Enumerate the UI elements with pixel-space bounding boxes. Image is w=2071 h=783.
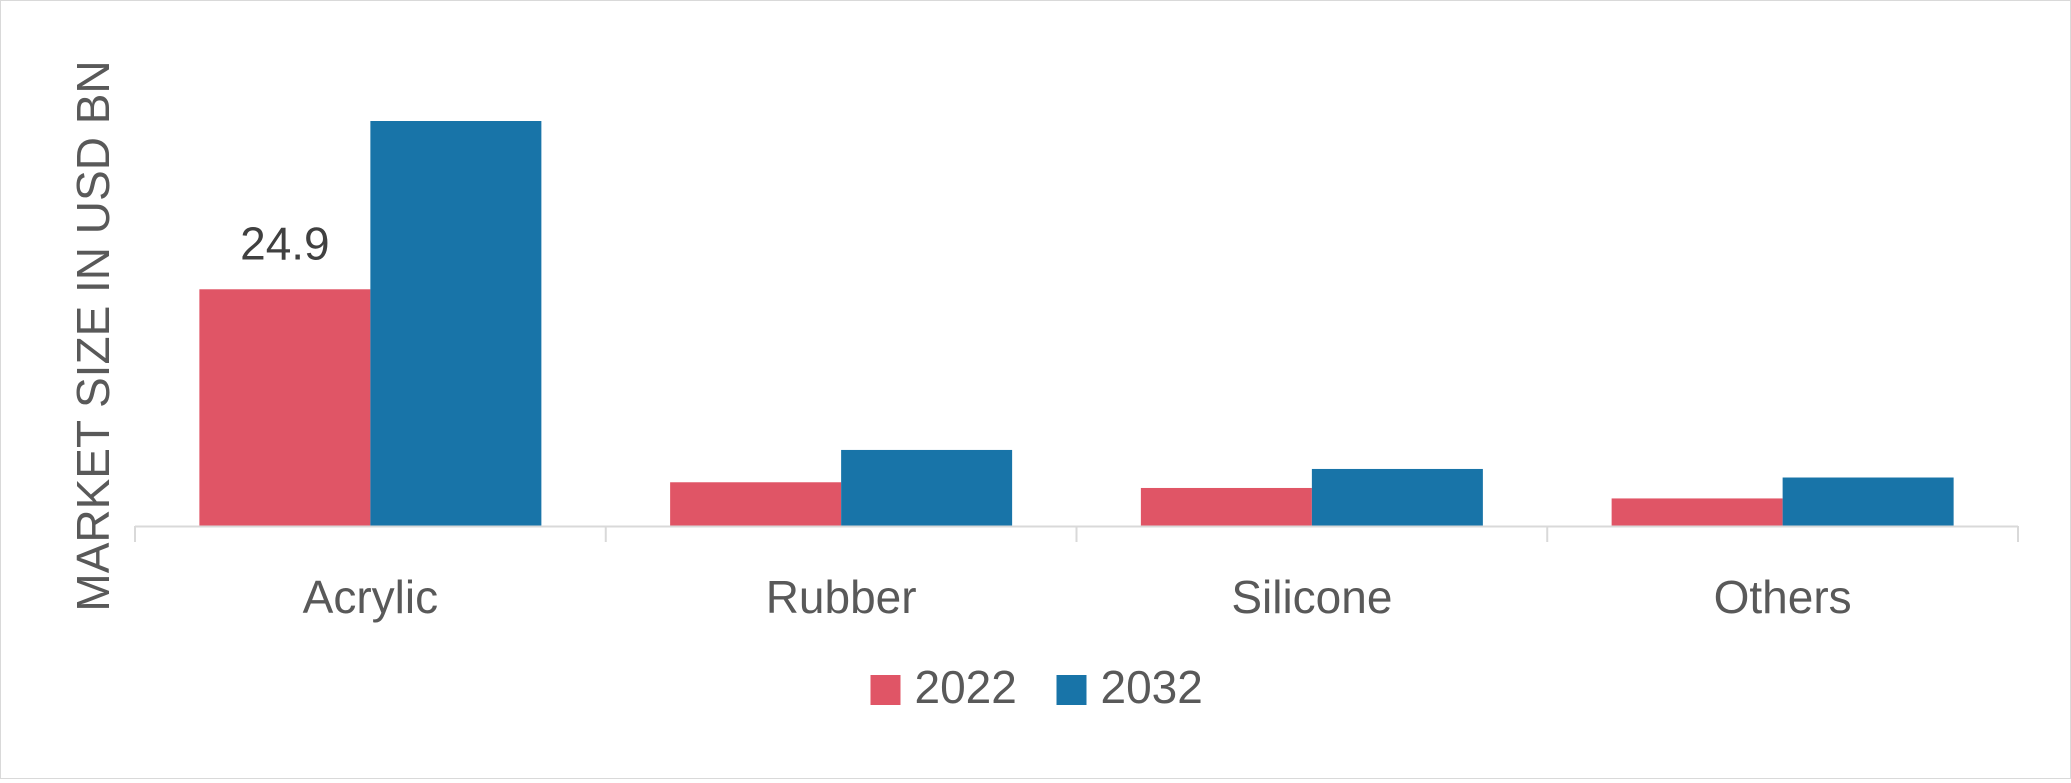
- x-axis: [134, 525, 2019, 542]
- legend: 2022 2032: [870, 661, 1203, 713]
- bar-others-2032: [1782, 477, 1954, 526]
- category-labels: Acrylic Rubber Silicone Others: [303, 571, 1852, 623]
- bars-group: [199, 121, 1954, 526]
- legend-swatch-2032: [1056, 675, 1087, 705]
- data-label: 24.9: [240, 217, 330, 269]
- x-tick-label-silicone: Silicone: [1231, 571, 1392, 623]
- y-axis-label-group: MARKET SIZE IN USD BN: [67, 60, 119, 611]
- legend-label-2022: 2022: [915, 661, 1017, 713]
- bar-others-2022: [1611, 498, 1783, 526]
- x-tick-label-rubber: Rubber: [766, 571, 917, 623]
- x-tick-label-others: Others: [1714, 571, 1852, 623]
- y-axis-label: MARKET SIZE IN USD BN: [67, 60, 119, 611]
- bar-acrylic-2032: [370, 121, 542, 526]
- bar-silicone-2032: [1311, 468, 1483, 526]
- legend-swatch-2022: [870, 675, 901, 705]
- bar-rubber-2032: [841, 449, 1013, 526]
- bar-silicone-2022: [1140, 487, 1312, 526]
- legend-item-2032: 2032: [1056, 661, 1203, 713]
- bar-acrylic-2022: [199, 289, 371, 526]
- legend-item-2022: 2022: [870, 661, 1017, 713]
- data-labels: 24.9: [240, 217, 330, 269]
- bar-rubber-2022: [670, 482, 842, 526]
- legend-label-2032: 2032: [1101, 661, 1203, 713]
- x-tick-label-acrylic: Acrylic: [303, 571, 438, 623]
